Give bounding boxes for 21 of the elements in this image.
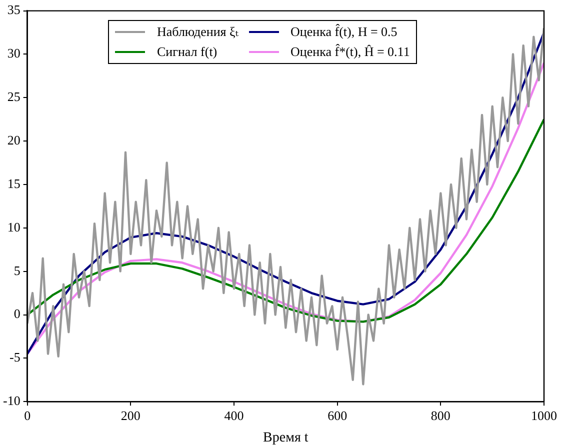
- y-tick-label: 0: [14, 306, 20, 322]
- y-tick-label: 25: [7, 89, 20, 104]
- x-tick-label: 800: [430, 408, 450, 423]
- y-tick-label: 10: [7, 219, 20, 234]
- y-tick-label: -10: [2, 393, 20, 408]
- legend-label: Наблюдения ξₜ: [157, 24, 239, 40]
- legend-label: Оценка f̂*(t), Ĥ = 0.11: [290, 44, 410, 60]
- x-tick-label: 600: [328, 408, 348, 423]
- x-tick-label: 400: [224, 408, 244, 423]
- legend-label: Оценка f̂(t), H = 0.5: [290, 24, 398, 40]
- x-tick-label: 1000: [531, 408, 557, 423]
- x-axis-title: Время t: [263, 430, 308, 446]
- y-tick-label: 35: [7, 2, 20, 18]
- y-tick-label: -5: [9, 350, 20, 365]
- y-tick-label: 15: [7, 176, 20, 191]
- y-tick-label: 5: [14, 262, 20, 278]
- x-tick-label: 0: [24, 408, 31, 423]
- y-tick-label: 20: [7, 132, 20, 148]
- legend-label: Сигнал f(t): [157, 44, 218, 60]
- y-tick-label: 30: [7, 46, 20, 61]
- x-tick-label: 200: [120, 408, 140, 423]
